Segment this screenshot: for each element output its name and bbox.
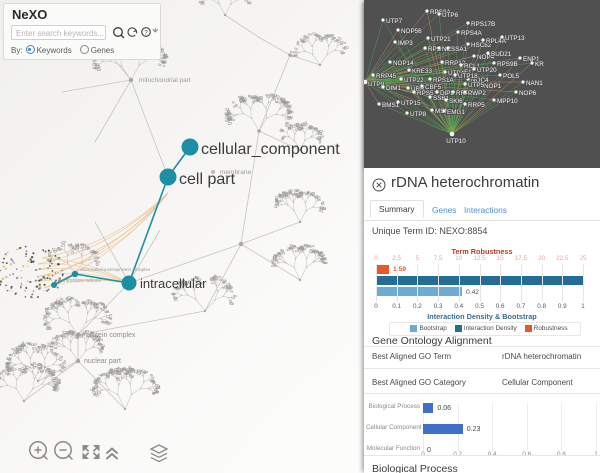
svg-text:chromatin/nucleoprotein comple: chromatin/nucleoprotein complex bbox=[80, 267, 151, 273]
svg-text:NOP56: NOP56 bbox=[401, 28, 422, 35]
svg-text:RRP5: RRP5 bbox=[468, 102, 485, 109]
svg-text:SSA1: SSA1 bbox=[451, 46, 468, 53]
svg-text:NOP1: NOP1 bbox=[484, 83, 502, 90]
svg-text:EMG1: EMG1 bbox=[447, 109, 465, 116]
svg-text:RRP12: RRP12 bbox=[445, 60, 466, 67]
svg-text:KR: KR bbox=[535, 61, 544, 68]
svg-text:protein complex: protein complex bbox=[86, 332, 136, 339]
svg-text:intracellular: intracellular bbox=[140, 276, 207, 291]
svg-text:UTP18: UTP18 bbox=[458, 73, 478, 80]
svg-text:UTP10: UTP10 bbox=[446, 138, 466, 145]
svg-text:POL5: POL5 bbox=[503, 73, 520, 80]
svg-text:RPS5: RPS5 bbox=[417, 90, 434, 97]
svg-text:NOP14: NOP14 bbox=[393, 60, 414, 67]
svg-text:UTP7: UTP7 bbox=[386, 18, 403, 25]
svg-text:NOP6: NOP6 bbox=[519, 90, 537, 97]
svg-text:MPP10: MPP10 bbox=[497, 98, 518, 105]
svg-text:RPS9B: RPS9B bbox=[497, 61, 518, 68]
svg-text:UTP20: UTP20 bbox=[477, 67, 497, 74]
svg-text:cellular_component: cellular_component bbox=[201, 141, 340, 158]
svg-text:NAN1: NAN1 bbox=[526, 80, 543, 87]
svg-text:RPS1A: RPS1A bbox=[433, 77, 454, 84]
svg-text:PWP2: PWP2 bbox=[468, 90, 486, 97]
svg-text:DIM1: DIM1 bbox=[386, 85, 402, 92]
svg-text:UTP21: UTP21 bbox=[431, 36, 451, 43]
svg-text:RPS4A: RPS4A bbox=[461, 30, 482, 37]
svg-text:IMP3: IMP3 bbox=[398, 40, 413, 47]
svg-text:RPL4A: RPL4A bbox=[486, 38, 507, 45]
svg-text:UTP13: UTP13 bbox=[505, 35, 525, 42]
svg-text:nuclear part: nuclear part bbox=[84, 358, 121, 365]
svg-text:UTP22: UTP22 bbox=[404, 77, 424, 84]
svg-text:RRP45: RRP45 bbox=[376, 73, 397, 80]
svg-text:RPS17B: RPS17B bbox=[471, 21, 495, 28]
svg-text:SKI6: SKI6 bbox=[449, 98, 463, 105]
svg-text:BUD21: BUD21 bbox=[491, 51, 512, 58]
svg-text:UTP8: UTP8 bbox=[410, 111, 427, 118]
svg-text:UTP5: UTP5 bbox=[468, 82, 485, 89]
svg-text:centrosome subunit: centrosome subunit bbox=[59, 278, 102, 284]
svg-text:UTP15: UTP15 bbox=[401, 100, 421, 107]
svg-text:membrane: membrane bbox=[220, 169, 251, 176]
svg-text:mitochondrial part: mitochondrial part bbox=[139, 77, 191, 84]
svg-text:KRE33: KRE33 bbox=[412, 68, 432, 75]
svg-text:UTP6: UTP6 bbox=[442, 12, 459, 19]
